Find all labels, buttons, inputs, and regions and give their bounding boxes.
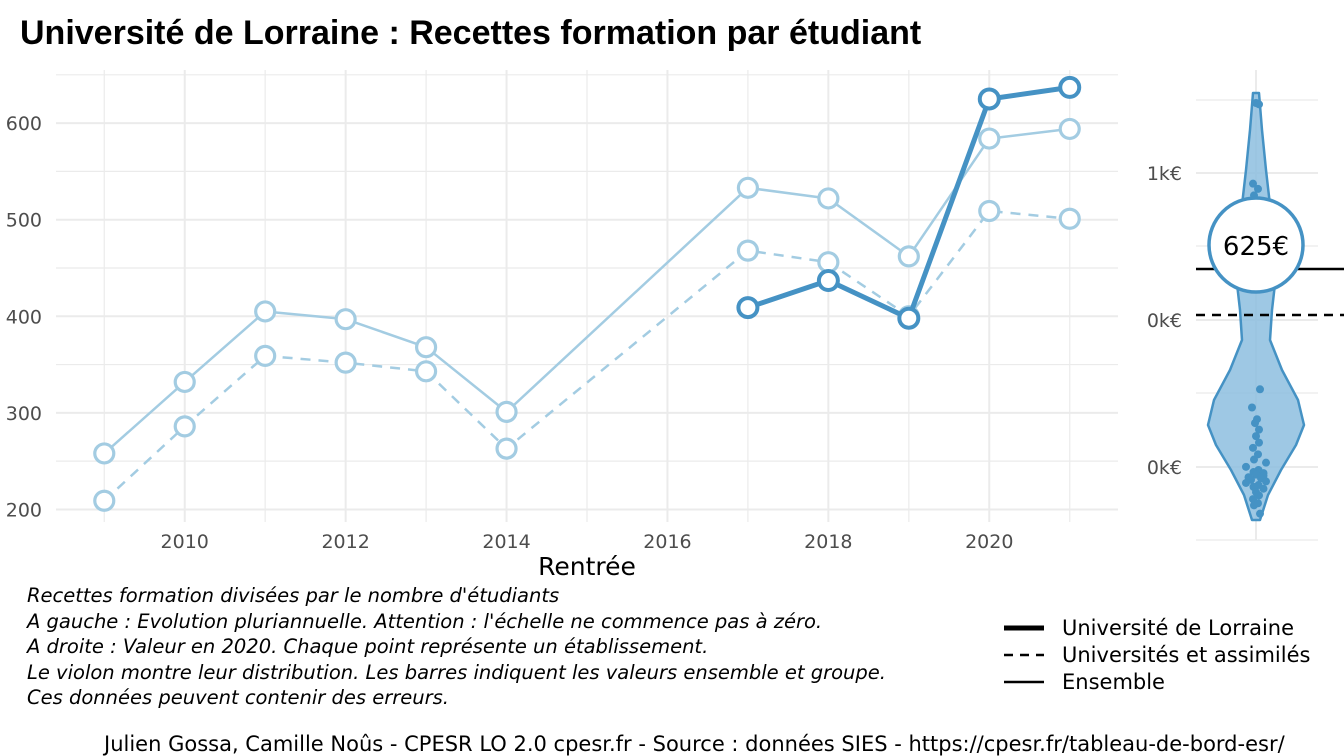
line-chart-x-ticks: 2010 2012 2014 2016 2018 2020 (161, 531, 1014, 553)
series-point (495, 437, 518, 460)
y-tick-label: 500 (6, 210, 42, 232)
legend-item: Université de Lorraine (1004, 614, 1310, 641)
series-point (978, 199, 1001, 223)
value-label: 625€ (1223, 232, 1289, 262)
violin-point (1255, 425, 1263, 434)
chart-notes: Recettes formation divisées par le nombr… (27, 583, 886, 711)
series-point (897, 306, 921, 330)
series-point (414, 360, 438, 383)
series-point (173, 415, 196, 438)
y-tick-label: 300 (6, 403, 42, 425)
line-chart-y-ticks: 200 300 400 500 600 (6, 113, 42, 521)
series-point (977, 87, 1001, 111)
legend-key-thick (1004, 625, 1044, 630)
series-point (414, 336, 438, 359)
violin-point (1262, 477, 1270, 486)
x-axis-label: Rentrée (538, 552, 636, 581)
series-point (817, 187, 840, 210)
violin-point (1259, 484, 1268, 493)
legend: Université de Lorraine Universités et as… (1004, 614, 1310, 695)
violin-point (1250, 455, 1258, 464)
series-point (173, 370, 196, 394)
violin-y-ticks: 1k€ 0k€ 0k€ (1147, 163, 1182, 479)
series-point (93, 489, 116, 512)
note-line: Recettes formation divisées par le nombr… (27, 584, 560, 607)
note-line: Ces données peuvent contenir des erreurs… (27, 686, 449, 709)
violin-y-tick-label: 1k€ (1147, 163, 1182, 185)
legend-label: Université de Lorraine (1062, 615, 1295, 640)
series-point (736, 296, 760, 320)
legend-item: Ensemble (1004, 668, 1310, 695)
violin-point (1249, 443, 1257, 452)
series-point (254, 344, 277, 367)
series-point (817, 251, 840, 274)
series-point (736, 239, 760, 262)
value-bubble (1207, 196, 1305, 294)
y-tick-label: 400 (6, 306, 42, 328)
note-line: A droite : Valeur en 2020. Chaque point … (27, 635, 709, 658)
series-point (334, 351, 357, 374)
series-point (816, 269, 840, 293)
series-point (495, 400, 518, 423)
violin-y-tick-label: 0k€ (1147, 310, 1182, 332)
legend-label: Ensemble (1062, 669, 1165, 694)
legend-key-solid (1004, 680, 1044, 683)
line-chart-series (93, 75, 1082, 512)
violin-point (1254, 184, 1262, 193)
violin-point (1255, 491, 1263, 500)
x-tick-label: 2010 (161, 531, 209, 553)
note-line: A gauche : Evolution pluriannuelle. Atte… (27, 609, 823, 633)
series-point (897, 245, 920, 268)
x-tick-label: 2014 (482, 531, 530, 553)
y-tick-label: 600 (6, 113, 42, 135)
violin-point (1248, 403, 1256, 412)
series-point (254, 300, 277, 323)
violin-point (1256, 385, 1264, 394)
violin-point (1249, 179, 1257, 188)
legend-item: Universités et assimilés (1004, 641, 1310, 668)
source-caption: Julien Gossa, Camille Noûs - CPESR LO 2.… (104, 732, 1285, 756)
series-point (736, 176, 760, 199)
violin-plot: 625€ (1196, 91, 1344, 522)
y-tick-label: 200 (6, 499, 42, 521)
violin-point (1255, 438, 1263, 447)
series-point (1058, 75, 1082, 99)
series-point (1058, 207, 1081, 230)
violin-y-tick-label: 0k€ (1147, 457, 1182, 479)
note-line: Le violon montre leur distribution. Les … (27, 660, 886, 684)
x-tick-label: 2012 (321, 531, 369, 553)
legend-key-dashed (1004, 653, 1044, 656)
line-chart-grid (56, 70, 1118, 522)
series-point (978, 127, 1001, 150)
violin-point (1256, 509, 1264, 518)
violin-point (1242, 478, 1250, 487)
x-tick-label: 2016 (643, 531, 691, 553)
legend-label: Universités et assimilés (1062, 642, 1311, 667)
chart-title: Université de Lorraine : Recettes format… (20, 14, 922, 52)
violin-point (1251, 419, 1259, 428)
violin-point (1262, 458, 1270, 467)
x-tick-label: 2020 (965, 531, 1013, 553)
x-tick-label: 2018 (804, 531, 852, 553)
violin-point (1255, 100, 1263, 109)
series-point (1058, 117, 1081, 141)
series-point (334, 308, 357, 331)
violin-point (1250, 501, 1258, 510)
series-point (93, 442, 116, 465)
violin-point (1242, 462, 1250, 471)
violin-point (1252, 432, 1260, 441)
